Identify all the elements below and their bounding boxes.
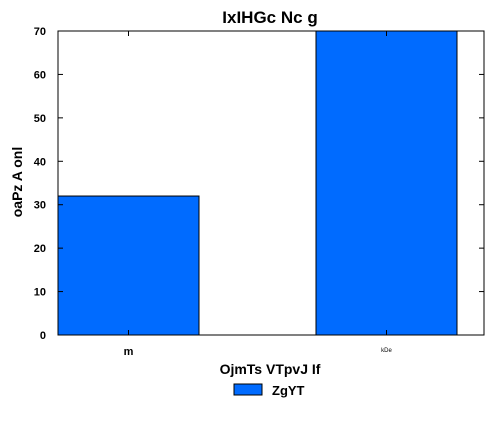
y-tick-label-3: 30 <box>34 200 46 212</box>
bar-kde <box>315 30 458 336</box>
y-tick-label-2: 20 <box>34 243 46 255</box>
x-axis-label: OjmTs VTpvJ If <box>220 361 321 377</box>
x-tick-label-1: kDe <box>381 348 392 354</box>
y-axis-label: oaPz A onl <box>9 147 25 218</box>
x-tick-label-0: m <box>124 346 134 358</box>
bar-m <box>57 195 200 336</box>
chart-title: IxIHGc Nc g <box>222 8 317 27</box>
plot-frame <box>57 30 485 336</box>
y-tick-label-4: 40 <box>34 156 46 168</box>
y-tick-label-1: 10 <box>34 287 46 299</box>
legend-label: ZgYT <box>272 383 305 398</box>
y-tick-label-6: 60 <box>34 69 46 81</box>
y-tick-label-0: 0 <box>40 330 46 342</box>
y-tick-label-7: 70 <box>34 26 46 38</box>
legend-swatch <box>233 383 263 396</box>
legend: ZgYT <box>233 383 305 398</box>
y-tick-label-5: 50 <box>34 113 46 125</box>
plot-area: m kDe 0 10 20 30 40 50 60 70 <box>34 26 485 358</box>
